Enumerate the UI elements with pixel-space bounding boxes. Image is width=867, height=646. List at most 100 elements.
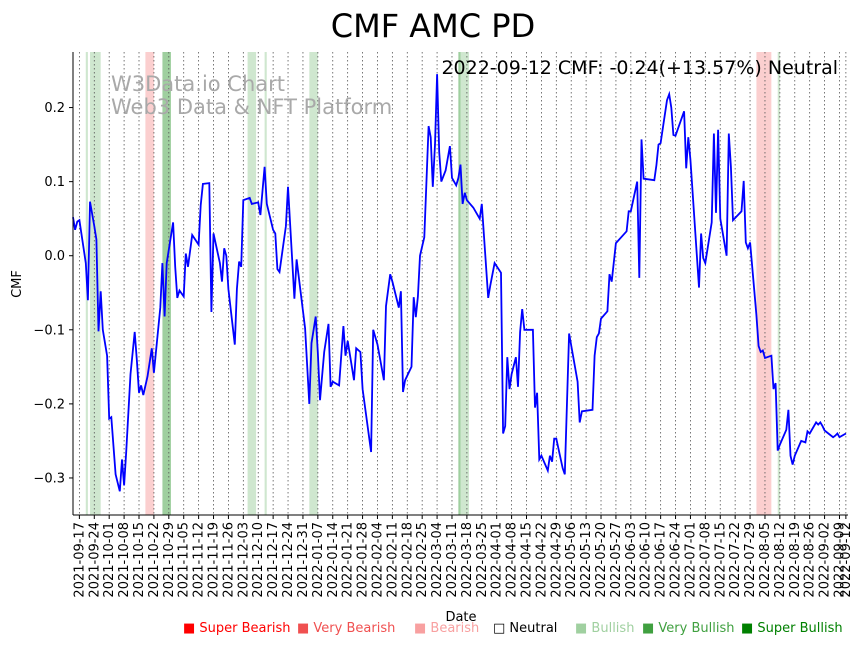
x-axis-label: Date [445,610,476,625]
x-tick-label: 2022-07-29 [743,522,758,598]
x-tick-label: 2021-09-17 [72,522,87,598]
chart-title: CMF AMC PD [331,7,535,45]
y-axis-label: CMF [10,270,25,298]
y-tick-label: −0.2 [33,397,65,412]
x-tick-label: 2022-01-14 [326,522,341,598]
legend-super-bearish: ■ Super Bearish [183,621,291,636]
x-tick-label: 2022-05-27 [609,522,624,598]
legend-very-bearish: ■ Very Bearish [297,621,395,636]
legend-swatch-icon: ■ [183,621,200,636]
legend-neutral: □ Neutral [493,621,557,636]
legend-swatch-icon: ■ [575,621,592,636]
cmf-series-line [72,74,847,492]
x-tick-label: 2021-09-24 [87,522,102,598]
x-tick-label: 2022-02-25 [415,522,430,598]
x-tick-label: 2021-12-31 [296,522,311,598]
x-tick-label: 2022-07-01 [683,522,698,598]
sentiment-band-bullish [777,52,780,515]
x-tick-label: 2022-01-07 [311,522,326,598]
sentiment-band-bearish [145,52,154,515]
x-tick-label: 2021-11-12 [192,522,207,598]
legend-swatch-icon: ■ [741,621,758,636]
x-tick-label: 2021-12-17 [266,522,281,598]
x-tick-label: 2022-05-06 [564,522,579,598]
x-tick-label: 2022-06-24 [669,522,684,598]
status-text: 2022-09-12 CMF: -0.24(+13.57%) Neutral [441,57,838,79]
legend-label: Bullish [591,621,635,636]
legend-bullish: ■ Bullish [575,621,634,636]
y-axis-ticks: 0.2 0.1 0.0 −0.1 −0.2 −0.3 [33,101,73,486]
x-tick-label: 2022-02-18 [400,522,415,598]
sentiment-band-bearish [756,52,772,515]
x-tick-label: 2021-12-10 [251,522,266,598]
sentiment-band-bullish [460,52,470,515]
x-tick-label: 2021-10-15 [132,522,147,598]
x-tick-label: 2021-12-24 [281,522,296,598]
x-tick-label: 2022-07-08 [698,522,713,598]
watermark-line-1: W3Data.io Chart [111,72,285,96]
x-tick-label: 2022-07-15 [713,522,728,598]
x-axis-ticks: 2021-09-17 2021-09-24 2021-10-01 2021-10-08… [72,515,854,598]
legend-very-bullish: ■ Very Bullish [642,621,734,636]
sentiment-band-bullish [247,52,257,515]
x-tick-label: 2021-11-26 [221,522,236,598]
date-gridlines [78,52,847,515]
x-tick-label: 2022-08-12 [773,522,788,598]
x-tick-label: 2022-04-15 [520,522,535,598]
sentiment-band-bullish [309,52,318,515]
x-tick-label: 2022-03-25 [475,522,490,598]
x-tick-label: 2022-03-11 [445,522,460,598]
sentiment-band-bullish [90,52,101,515]
x-tick-label: 2022-09-02 [818,522,833,598]
x-tick-label: 2022-09-12 [839,522,854,598]
legend-swatch-icon: ■ [414,621,431,636]
sentiment-band-bullish [264,52,267,515]
x-tick-label: 2022-05-13 [579,522,594,598]
legend-label: Very Bearish [313,621,396,636]
x-tick-label: 2021-11-19 [207,522,222,598]
x-tick-label: 2022-08-26 [803,522,818,598]
x-tick-label: 2022-06-03 [624,522,639,598]
x-tick-label: 2022-06-10 [639,522,654,598]
legend-swatch-icon: □ [493,621,510,636]
legend-swatch-icon: ■ [297,621,314,636]
x-tick-label: 2022-01-28 [356,522,371,598]
legend-super-bullish: ■ Super Bullish [741,621,843,636]
y-tick-label: −0.1 [33,323,65,338]
y-tick-label: 0.1 [44,175,65,190]
x-tick-label: 2022-04-29 [549,522,564,598]
x-tick-label: 2022-03-04 [430,522,445,598]
x-tick-label: 2022-08-05 [758,522,773,598]
x-tick-label: 2022-06-17 [654,522,669,598]
x-tick-label: 2022-04-01 [490,522,505,598]
x-tick-label: 2021-10-22 [147,522,162,598]
legend-label: Neutral [509,621,558,636]
legend-label: Bearish [430,621,480,636]
x-tick-label: 2022-02-04 [370,522,385,598]
y-tick-label: 0.0 [44,249,65,264]
legend-bearish: ■ Bearish [414,621,479,636]
x-tick-label: 2022-08-19 [788,522,803,598]
sentiment-band-very-bullish [458,52,461,515]
x-tick-label: 2022-03-18 [460,522,475,598]
legend-swatch-icon: ■ [642,621,659,636]
x-tick-label: 2022-02-11 [385,522,400,598]
x-tick-label: 2022-04-08 [505,522,520,598]
x-tick-label: 2022-07-22 [728,522,743,598]
x-tick-label: 2021-12-03 [236,522,251,598]
x-tick-label: 2022-04-22 [534,522,549,598]
x-tick-label: 2021-10-01 [102,522,117,598]
x-tick-label: 2021-10-08 [117,522,132,598]
y-tick-label: −0.3 [33,471,65,486]
legend-label: Super Bearish [199,621,291,636]
legend-label: Super Bullish [757,621,843,636]
x-tick-label: 2021-10-29 [162,522,177,598]
x-tick-label: 2022-09-09 [832,522,847,598]
x-tick-label: 2022-05-20 [594,522,609,598]
legend-label: Very Bullish [658,621,735,636]
watermark-line-2: Web3 Data & NFT Platform [111,95,392,119]
y-tick-label: 0.2 [44,101,65,116]
x-tick-label: 2021-11-05 [177,522,192,598]
x-tick-label: 2022-01-21 [341,522,356,598]
